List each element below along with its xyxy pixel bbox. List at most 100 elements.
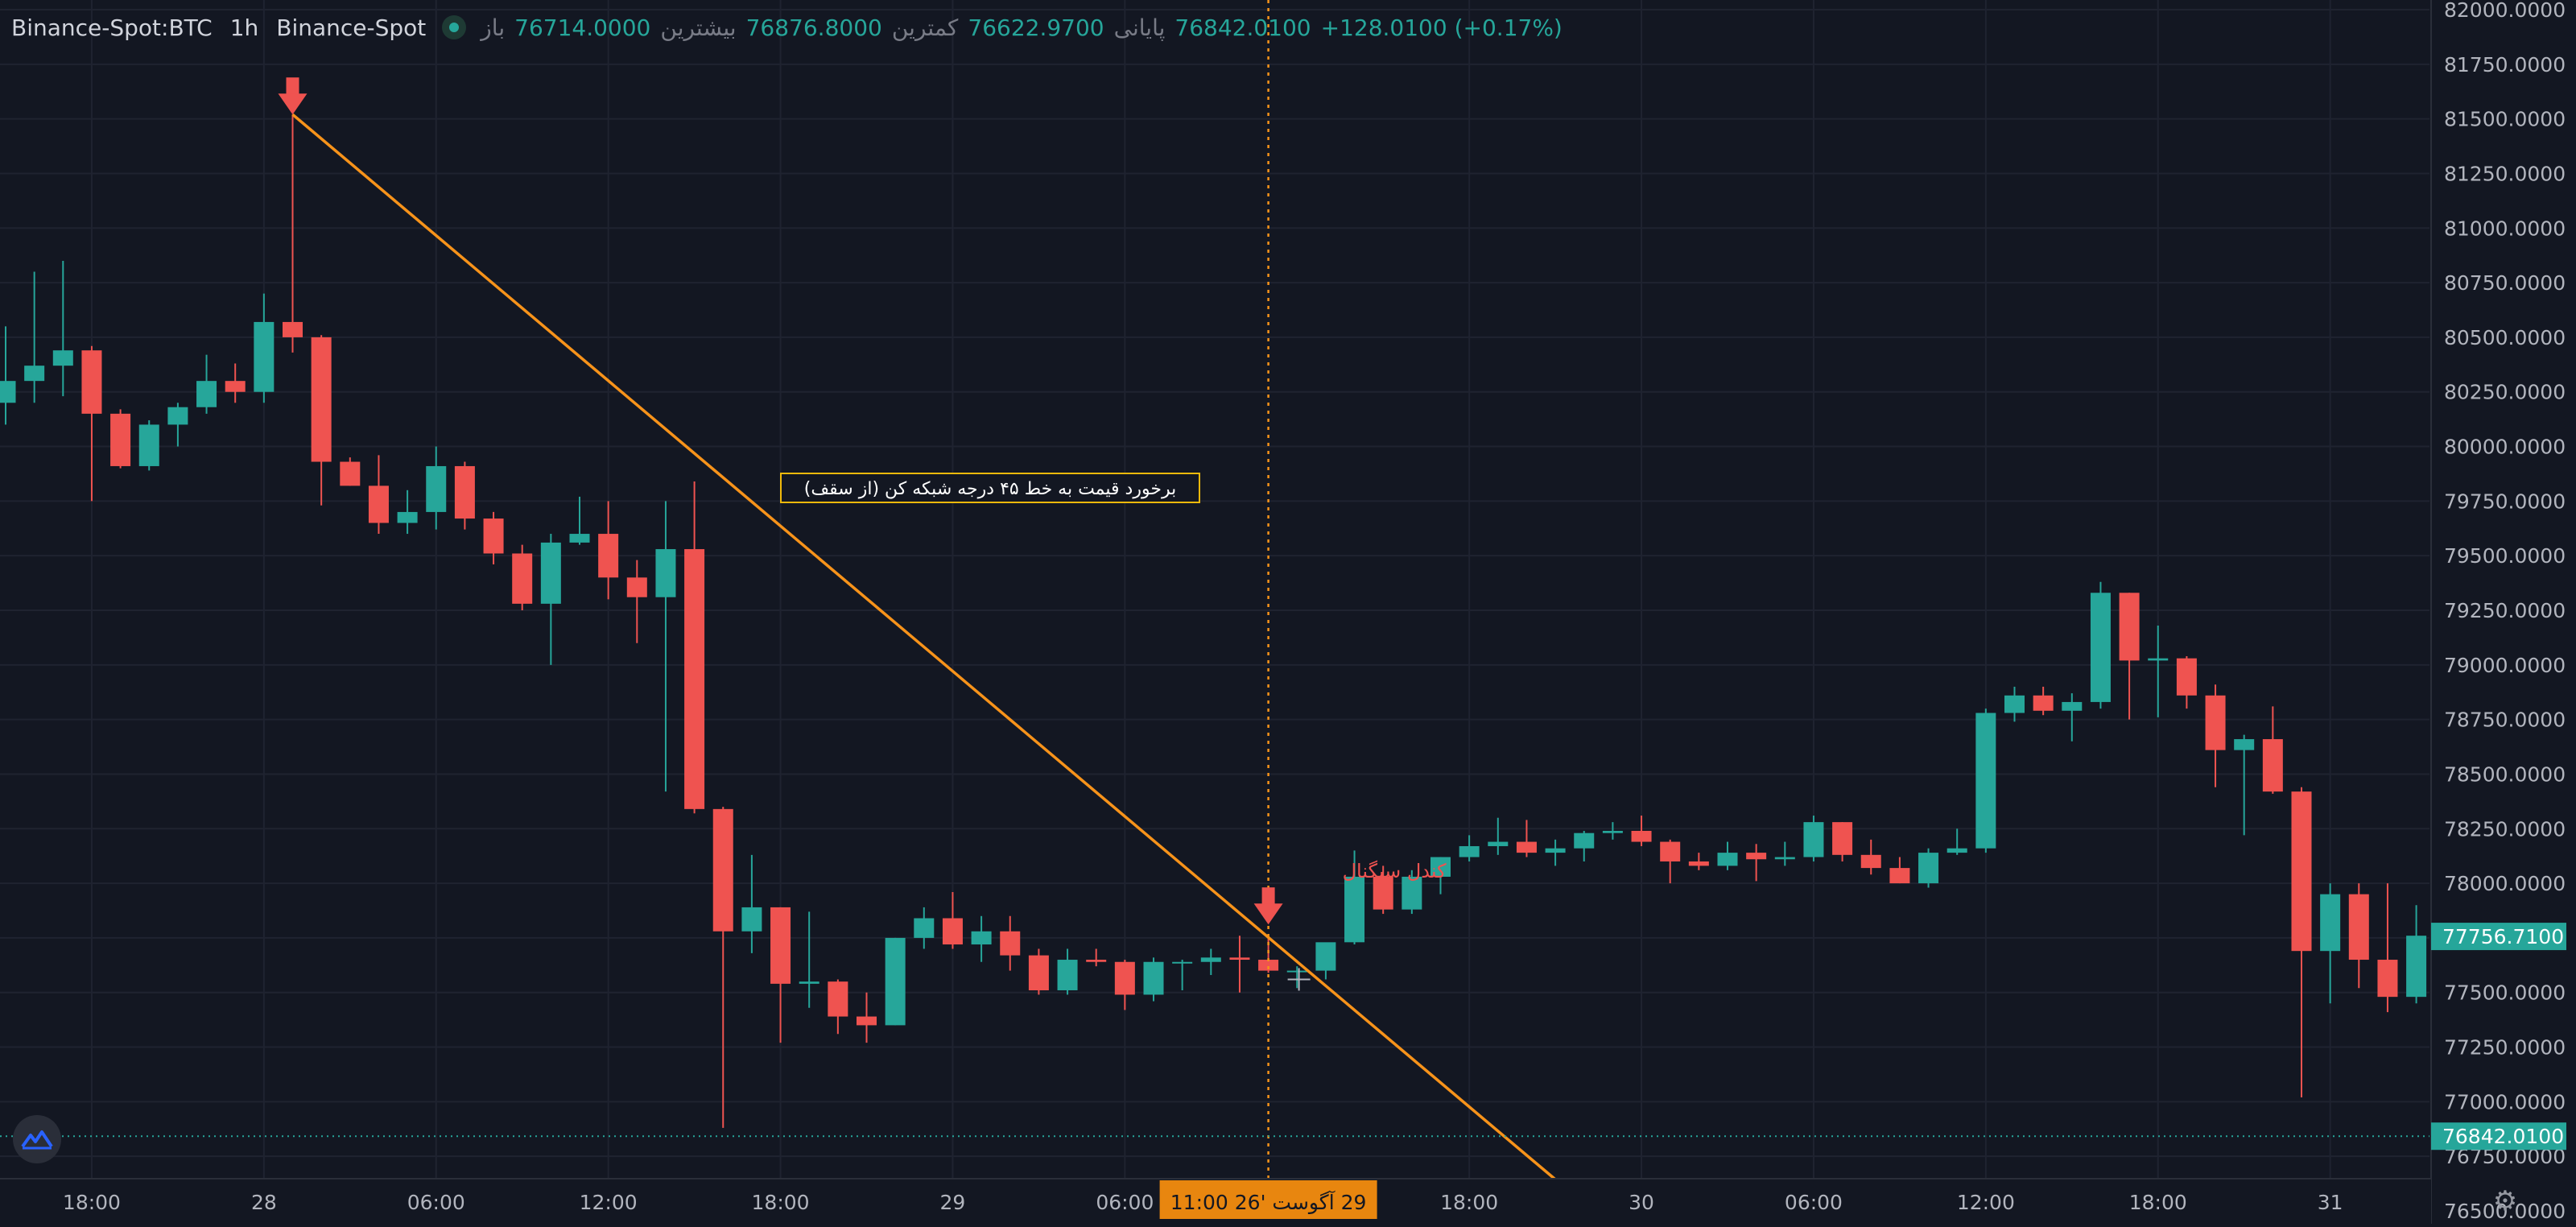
candle[interactable]: [1344, 850, 1365, 945]
candle[interactable]: [1172, 960, 1193, 991]
candle[interactable]: [1430, 857, 1451, 894]
candle[interactable]: [110, 409, 131, 469]
candle[interactable]: [2062, 693, 2083, 742]
candle[interactable]: [2262, 706, 2283, 794]
price-axis[interactable]: 82000.0000 81750.0000 81500.0000 81250.0000…: [2430, 0, 2576, 1224]
candle-body: [2234, 739, 2255, 750]
candle[interactable]: [1000, 915, 1021, 971]
candle[interactable]: [426, 446, 447, 530]
candle[interactable]: [1832, 822, 1853, 861]
candle[interactable]: [1545, 839, 1566, 866]
candle[interactable]: [2348, 883, 2369, 989]
candle[interactable]: [0, 326, 16, 425]
candle-body: [1516, 841, 1537, 853]
candle[interactable]: [1975, 709, 1996, 853]
candle[interactable]: [1602, 822, 1623, 840]
candle[interactable]: [1402, 870, 1422, 915]
candle[interactable]: [2004, 686, 2025, 722]
gear-icon[interactable]: ⚙: [2492, 1185, 2518, 1217]
candle[interactable]: [712, 807, 733, 1128]
candle[interactable]: [283, 114, 303, 353]
candle[interactable]: [1459, 835, 1480, 861]
candle[interactable]: [2234, 734, 2255, 836]
candle[interactable]: [2406, 905, 2427, 1004]
trendline-note-box[interactable]: برخورد قیمت به خط ۴۵ درجه شبکه کن (از سق…: [780, 473, 1200, 503]
candle[interactable]: [942, 891, 963, 949]
candle[interactable]: [1057, 948, 1078, 995]
candle[interactable]: [1946, 828, 1967, 855]
candle[interactable]: [1746, 844, 1767, 882]
legend-symbol[interactable]: Binance-Spot:BTC: [11, 14, 213, 41]
candle[interactable]: [1229, 936, 1250, 993]
candle[interactable]: [512, 544, 533, 610]
candle[interactable]: [770, 907, 791, 1043]
candle[interactable]: [368, 455, 389, 535]
candle[interactable]: [1373, 866, 1393, 915]
candle[interactable]: [655, 501, 676, 792]
price-tick-label: 78000.0000: [2444, 872, 2566, 895]
candle[interactable]: [454, 461, 475, 530]
candle[interactable]: [857, 992, 877, 1043]
candle[interactable]: [1631, 815, 1652, 846]
candle[interactable]: [914, 907, 935, 949]
candle[interactable]: [24, 271, 45, 403]
candle[interactable]: [1286, 966, 1307, 989]
candle[interactable]: [828, 979, 848, 1035]
candle[interactable]: [598, 501, 619, 600]
candle[interactable]: [1028, 948, 1049, 995]
candle[interactable]: [2033, 686, 2054, 716]
candle[interactable]: [971, 915, 992, 962]
candle-body: [0, 381, 16, 403]
candle[interactable]: [1315, 942, 1336, 980]
candle[interactable]: [397, 490, 418, 535]
candle[interactable]: [311, 335, 332, 506]
candle[interactable]: [1516, 820, 1537, 857]
candle[interactable]: [2205, 684, 2226, 787]
candle-body: [1746, 853, 1767, 860]
candle[interactable]: [1860, 839, 1881, 875]
candle[interactable]: [2320, 883, 2341, 1004]
candle[interactable]: [885, 937, 906, 1026]
candle[interactable]: [52, 260, 73, 397]
candle[interactable]: [1200, 948, 1221, 976]
candle[interactable]: [1143, 957, 1164, 1002]
candle[interactable]: [741, 854, 762, 953]
chart-logo-icon[interactable]: [13, 1115, 61, 1163]
candle[interactable]: [1918, 848, 1939, 888]
candle[interactable]: [1717, 841, 1738, 870]
candle[interactable]: [1488, 817, 1509, 855]
candle[interactable]: [1774, 841, 1795, 866]
candle[interactable]: [626, 560, 647, 643]
candle[interactable]: [225, 363, 246, 403]
candle[interactable]: [684, 481, 705, 814]
candle[interactable]: [1803, 815, 1824, 861]
time-axis[interactable]: 18:00 28 06:00 12:00 18:00 29 06:00 18:00 30 06:0…: [0, 1178, 2431, 1224]
candle[interactable]: [196, 354, 217, 414]
candle[interactable]: [2148, 625, 2169, 717]
candle[interactable]: [2291, 787, 2312, 1097]
candle[interactable]: [254, 293, 275, 403]
candle[interactable]: [1086, 948, 1107, 967]
candle[interactable]: [2176, 655, 2197, 709]
candle[interactable]: [2377, 883, 2398, 1013]
trendline-45-degree[interactable]: [291, 113, 1594, 1213]
candle[interactable]: [2119, 593, 2140, 720]
candle[interactable]: [483, 511, 504, 565]
candle[interactable]: [569, 496, 590, 545]
candle[interactable]: [1889, 857, 1910, 884]
candle[interactable]: [2090, 581, 2111, 709]
candle[interactable]: [81, 345, 102, 502]
candle[interactable]: [1574, 830, 1595, 861]
candle[interactable]: [799, 911, 819, 1008]
candle[interactable]: [540, 534, 561, 665]
candle[interactable]: [167, 403, 188, 447]
legend-exchange: Binance-Spot: [276, 14, 427, 41]
candle[interactable]: [1688, 853, 1709, 870]
candle[interactable]: [340, 457, 361, 486]
candle[interactable]: [138, 419, 159, 471]
candle[interactable]: [1114, 960, 1135, 1010]
legend-interval[interactable]: 1h: [229, 14, 259, 41]
candle[interactable]: [1660, 839, 1681, 884]
